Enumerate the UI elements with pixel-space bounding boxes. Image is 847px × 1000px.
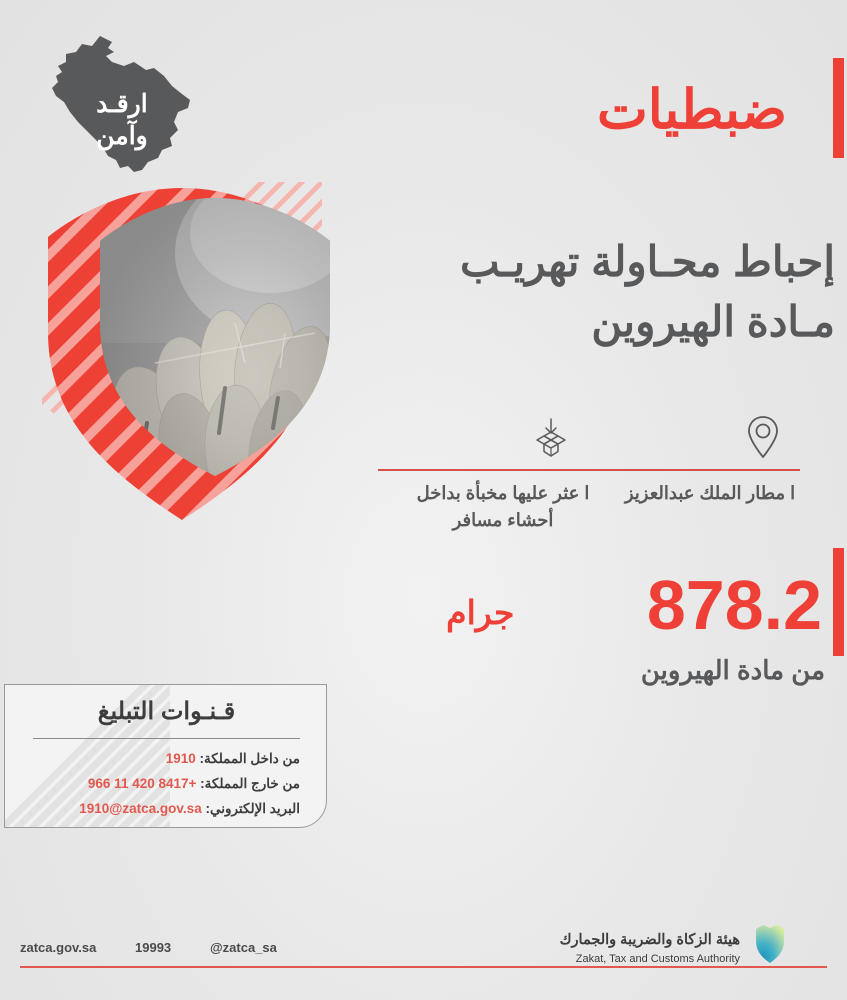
svg-text:وآمن: وآمن: [96, 119, 147, 151]
svg-text:ارقـد: ارقـد: [96, 90, 147, 119]
